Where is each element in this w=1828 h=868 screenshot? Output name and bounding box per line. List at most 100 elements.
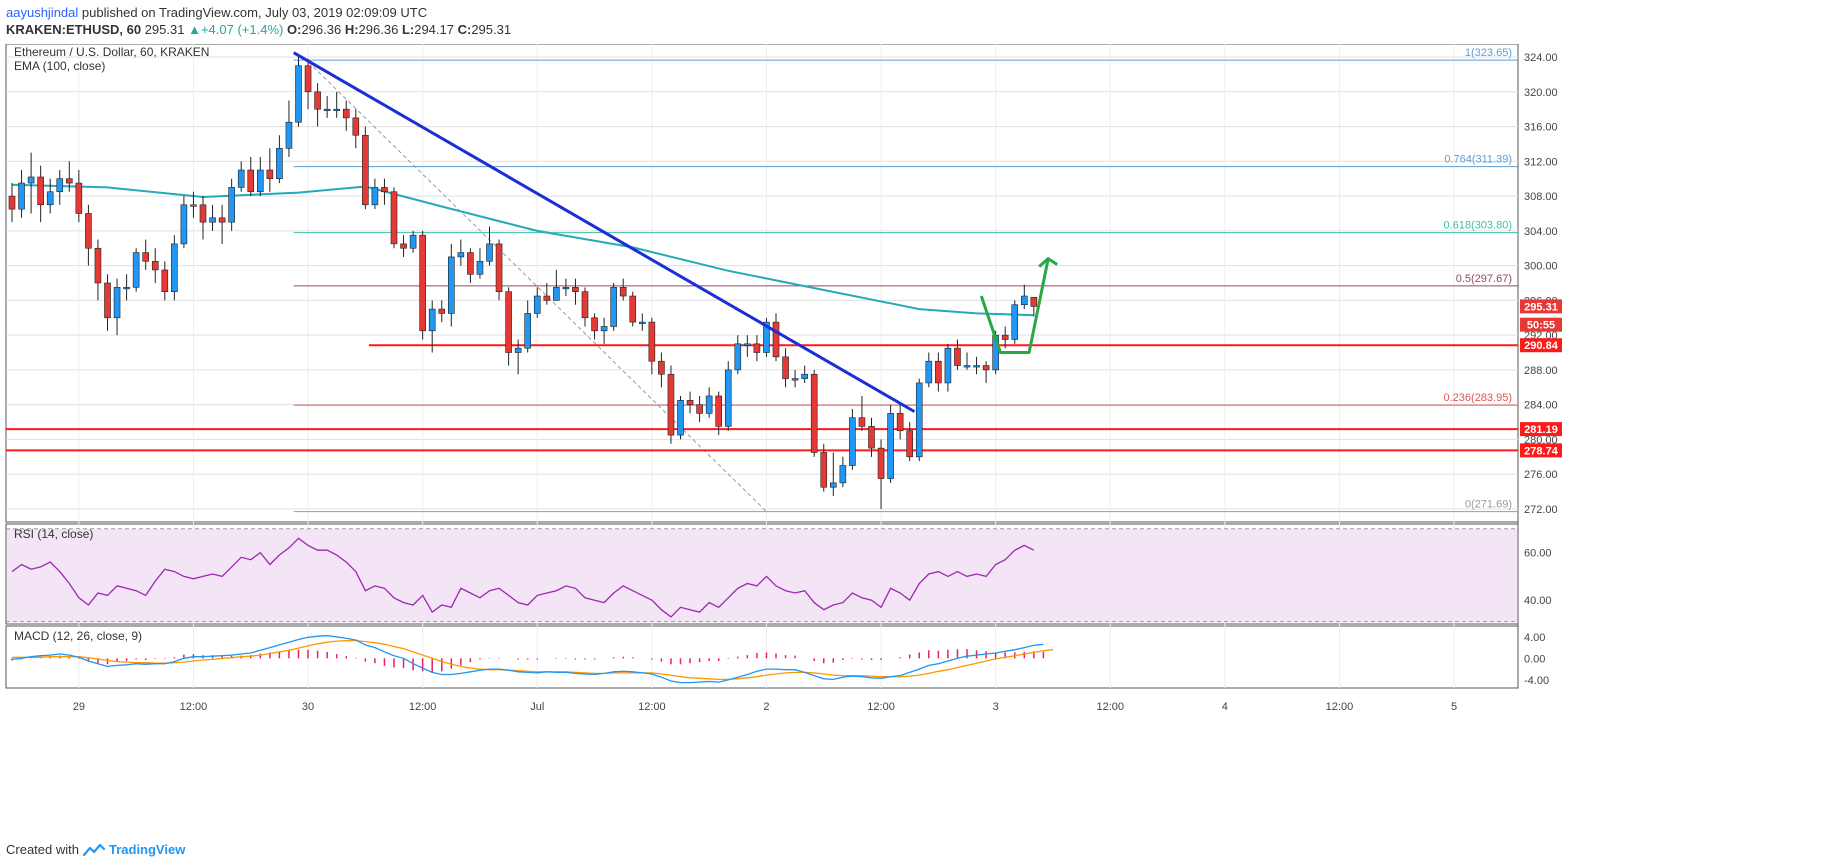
candle-body	[467, 252, 474, 275]
candle-body	[782, 356, 789, 379]
candle-body	[849, 417, 856, 466]
candle-body	[667, 373, 675, 436]
chart-area[interactable]: 324.00320.00316.00312.00308.00304.00300.…	[0, 44, 1828, 840]
candle-body	[132, 252, 140, 288]
chart-title: Ethereum / U.S. Dollar, 60, KRAKEN	[14, 45, 209, 59]
fib-guide-line	[302, 56, 767, 512]
candle-body	[18, 182, 25, 210]
candle-body	[514, 347, 522, 353]
candle-body	[486, 243, 493, 262]
candle-body	[1030, 296, 1038, 307]
candle-body	[686, 400, 694, 405]
rsi-line	[11, 537, 1035, 618]
candle-body	[428, 308, 436, 332]
candle-body	[868, 426, 875, 449]
candle-body	[572, 287, 579, 292]
fib-level-label: 0.5(297.67)	[1456, 273, 1512, 285]
bearish-trendline	[292, 51, 916, 413]
x-tick-label: 12:00	[1096, 701, 1124, 713]
candle-body	[113, 287, 121, 319]
y-tick-label: 316.00	[1524, 122, 1558, 134]
candle-body	[887, 413, 894, 479]
tradingview-brand[interactable]: TradingView	[108, 842, 186, 857]
symbol-label: KRAKEN:ETHUSD, 60	[6, 22, 142, 37]
candle-body	[409, 234, 417, 249]
rsi-y-tick: 40.00	[1524, 595, 1552, 607]
candle-body	[256, 169, 264, 193]
candle-body	[495, 243, 503, 292]
forecast-path	[979, 258, 1050, 354]
candle-body	[772, 321, 780, 358]
candle-body	[161, 269, 169, 292]
x-tick-label: 30	[302, 701, 314, 713]
support-badge-label: 281.19	[1524, 424, 1558, 436]
candle-body	[66, 178, 73, 184]
y-tick-label: 276.00	[1524, 469, 1558, 481]
candle-body	[171, 243, 178, 292]
candle-body	[390, 191, 398, 245]
y-tick-label: 320.00	[1524, 87, 1558, 99]
candle-body	[629, 295, 637, 323]
author-link[interactable]: aayushjindal	[6, 5, 79, 20]
candle-body	[352, 117, 360, 136]
candle-body	[877, 447, 885, 479]
candle-body	[46, 191, 54, 206]
x-tick-label: 3	[993, 701, 999, 713]
price-badge	[1520, 299, 1562, 314]
candle-body	[457, 252, 465, 258]
close-label: C:	[457, 22, 472, 37]
ema-legend: EMA (100, close)	[14, 59, 105, 73]
candle-body	[323, 108, 331, 111]
candle-body	[610, 287, 617, 327]
x-tick-label: 5	[1451, 701, 1457, 713]
y-tick-label: 312.00	[1524, 156, 1558, 168]
last-price: 295.31	[144, 22, 185, 37]
candle-body	[37, 176, 44, 206]
candle-body	[896, 413, 904, 432]
macd-y-tick: 0.00	[1524, 653, 1545, 665]
candle-body	[209, 217, 216, 223]
y-tick-label: 300.00	[1524, 261, 1558, 273]
x-tick-label: 12:00	[1326, 701, 1354, 713]
rsi-band	[7, 528, 1517, 622]
candle-body	[677, 400, 684, 436]
candle-body	[533, 295, 541, 314]
y-tick-label: 284.00	[1524, 400, 1558, 412]
candle-body	[371, 187, 379, 206]
candle-body	[190, 204, 197, 207]
support-badge	[1520, 338, 1562, 353]
low-value: 294.17	[414, 22, 454, 37]
candle-body	[27, 176, 35, 184]
candle-body	[362, 134, 369, 206]
y-tick-label: 308.00	[1524, 191, 1558, 203]
candle-body	[915, 382, 923, 458]
price-badge	[1520, 317, 1562, 332]
candle-body	[276, 147, 283, 180]
candle-body	[935, 360, 942, 384]
candle-body	[801, 373, 808, 379]
close-value: 295.31	[471, 22, 512, 37]
candle-body	[791, 378, 799, 381]
y-tick-label: 324.00	[1524, 52, 1558, 64]
candle-body	[285, 121, 293, 149]
x-tick-label: 12:00	[867, 701, 895, 713]
candle-body	[839, 465, 847, 484]
candle-body	[820, 452, 828, 488]
macd-pane	[5, 625, 1519, 689]
candle-body	[476, 260, 484, 275]
support-badge	[1520, 422, 1562, 437]
candle-body	[266, 169, 274, 180]
macd-line	[11, 635, 1044, 684]
candle-body	[314, 91, 321, 110]
candle-body	[696, 404, 703, 414]
candle-body	[218, 217, 226, 223]
created-with-text: Created with	[6, 842, 79, 857]
candle-body	[447, 256, 455, 314]
candle-body	[400, 243, 407, 249]
candle-body	[591, 317, 598, 332]
candle-body	[944, 347, 952, 384]
x-tick-label: 12:00	[409, 701, 437, 713]
fib-level-label: 0.236(283.95)	[1444, 392, 1513, 404]
rsi-y-tick: 60.00	[1524, 548, 1552, 560]
candle-body	[180, 204, 188, 245]
